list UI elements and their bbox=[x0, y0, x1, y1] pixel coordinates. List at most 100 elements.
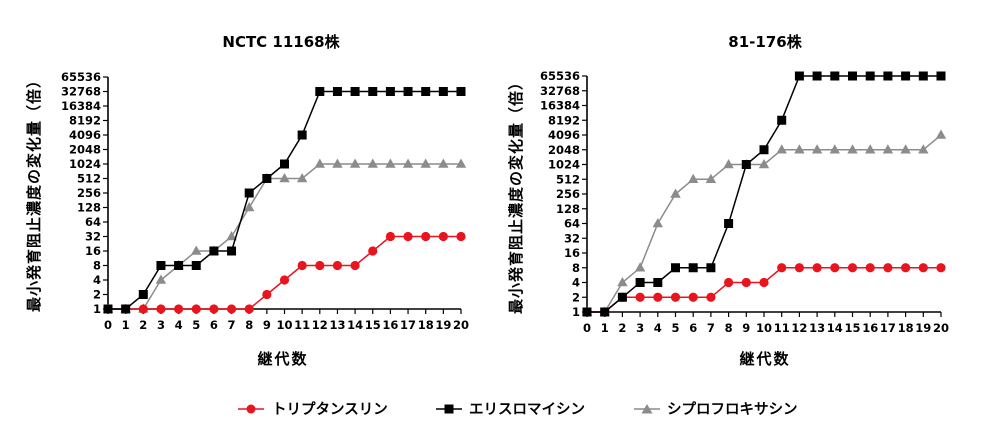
data-point bbox=[385, 231, 395, 242]
data-point bbox=[421, 87, 431, 96]
x-tick-label: 15 bbox=[365, 318, 381, 332]
data-point bbox=[368, 87, 378, 96]
data-point bbox=[138, 290, 148, 299]
data-point bbox=[191, 245, 202, 255]
data-point bbox=[688, 173, 699, 184]
y-tick-label: 128 bbox=[556, 202, 580, 216]
x-tick-label: 20 bbox=[933, 321, 949, 335]
x-tick-label: 10 bbox=[756, 321, 772, 335]
data-point bbox=[227, 246, 237, 256]
x-tick-label: 3 bbox=[636, 321, 644, 335]
data-point bbox=[315, 87, 325, 96]
data-point bbox=[706, 263, 716, 273]
data-point bbox=[794, 144, 805, 154]
data-point bbox=[332, 87, 342, 96]
y-axis-label: 最小発育阻止濃度の変化量（倍） bbox=[25, 72, 43, 312]
series-ciprofloxacin bbox=[581, 129, 947, 316]
data-point bbox=[883, 263, 893, 273]
data-point bbox=[155, 274, 167, 284]
y-tick-label: 256 bbox=[556, 187, 580, 201]
x-tick-label: 4 bbox=[175, 318, 183, 332]
data-point bbox=[296, 173, 308, 183]
data-point bbox=[741, 160, 751, 169]
y-tick-label: 8 bbox=[93, 259, 101, 273]
y-tick-label: 4096 bbox=[69, 128, 101, 142]
y-tick-label: 16 bbox=[564, 246, 580, 260]
x-tick-label: 16 bbox=[382, 318, 398, 332]
data-point bbox=[900, 144, 911, 154]
x-tick-label: 9 bbox=[263, 318, 271, 332]
y-tick-label: 4 bbox=[93, 273, 101, 287]
data-point bbox=[635, 292, 645, 302]
data-point bbox=[403, 231, 413, 242]
data-point bbox=[456, 87, 466, 96]
data-point bbox=[617, 292, 627, 302]
y-tick-label: 16384 bbox=[540, 99, 580, 113]
y-tick-label: 16 bbox=[85, 244, 101, 258]
x-axis-label: 継代数 bbox=[739, 350, 790, 368]
y-tick-label: 65536 bbox=[540, 69, 580, 83]
chart-title: NCTC 11168株 bbox=[222, 33, 340, 51]
data-point bbox=[385, 87, 395, 96]
data-point bbox=[777, 263, 787, 273]
data-point bbox=[865, 71, 875, 81]
data-point bbox=[723, 159, 734, 169]
data-point bbox=[315, 260, 325, 271]
y-tick-label: 128 bbox=[77, 201, 101, 215]
data-point bbox=[918, 144, 929, 154]
y-tick-label: 8192 bbox=[548, 113, 580, 127]
x-tick-label: 7 bbox=[707, 321, 715, 335]
data-point bbox=[600, 307, 610, 317]
data-point bbox=[847, 263, 858, 273]
data-point bbox=[209, 304, 219, 314]
data-point bbox=[226, 231, 237, 241]
chart-title: 81-176株 bbox=[728, 33, 802, 51]
y-tick-label: 64 bbox=[564, 217, 580, 231]
data-point bbox=[671, 263, 680, 273]
x-tick-label: 14 bbox=[347, 318, 363, 332]
x-tick-label: 9 bbox=[742, 321, 750, 335]
data-point bbox=[420, 158, 431, 168]
data-point bbox=[121, 304, 131, 314]
data-point bbox=[811, 144, 823, 154]
data-point bbox=[794, 71, 804, 81]
legend-label: シプロフロキサシン bbox=[667, 401, 798, 418]
data-point bbox=[103, 304, 113, 314]
x-tick-label: 12 bbox=[312, 318, 328, 332]
data-point bbox=[865, 263, 875, 273]
y-tick-label: 32768 bbox=[540, 84, 580, 98]
axes: 1248163264128256512102420484096819216384… bbox=[540, 69, 949, 335]
data-point bbox=[174, 261, 184, 270]
y-tick-label: 4096 bbox=[548, 128, 580, 142]
data-point bbox=[901, 71, 911, 81]
x-tick-label: 19 bbox=[915, 321, 931, 335]
y-axis-label: 最小発育阻止濃度の変化量（倍） bbox=[507, 74, 525, 314]
data-point bbox=[653, 292, 663, 302]
data-point bbox=[332, 260, 343, 271]
series-erythromycin bbox=[582, 71, 946, 317]
data-point bbox=[191, 261, 201, 270]
legend-marker-triangle bbox=[641, 404, 653, 414]
data-point bbox=[847, 144, 858, 154]
data-point bbox=[759, 145, 769, 155]
data-point bbox=[244, 188, 254, 198]
y-tick-label: 1024 bbox=[69, 157, 101, 171]
data-point bbox=[918, 263, 928, 273]
y-tick-label: 32 bbox=[564, 231, 580, 245]
y-tick-label: 1 bbox=[93, 302, 101, 316]
data-point bbox=[724, 277, 734, 288]
x-tick-label: 13 bbox=[809, 321, 825, 335]
data-point bbox=[758, 159, 770, 169]
y-tick-label: 64 bbox=[85, 215, 101, 229]
legend-item-tryptanthrin: トリプタンスリン bbox=[238, 401, 388, 418]
data-point bbox=[830, 263, 840, 273]
chart-panel-nctc-11168: NCTC 11168株 最小発育阻止濃度の変化量（倍） 継代数 12481632… bbox=[25, 33, 469, 368]
x-tick-label: 5 bbox=[671, 321, 679, 335]
x-tick-label: 10 bbox=[276, 318, 292, 332]
legend-marker-square bbox=[444, 404, 454, 414]
x-tick-label: 18 bbox=[898, 321, 914, 335]
data-point bbox=[794, 263, 805, 273]
data-point bbox=[706, 292, 716, 302]
x-tick-label: 1 bbox=[122, 318, 130, 332]
y-tick-label: 2 bbox=[572, 290, 580, 304]
